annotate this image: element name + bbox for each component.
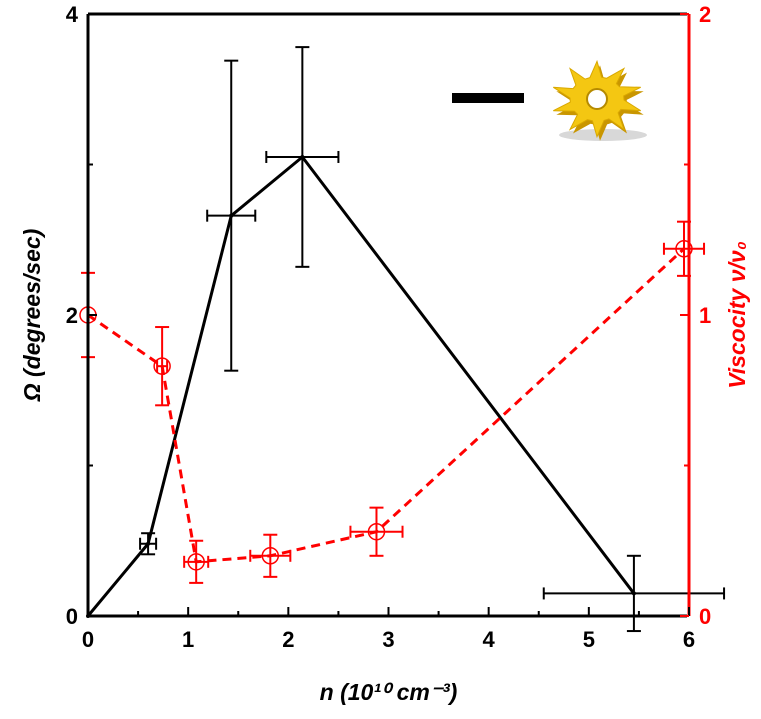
x-tick-label: 2 <box>282 627 294 652</box>
y-left-tick-label: 0 <box>66 604 78 629</box>
x-tick-label: 5 <box>583 627 595 652</box>
viscosity-point <box>367 522 386 541</box>
x-axis-title: n (10¹⁰ cm⁻³) <box>320 679 458 705</box>
x-tick-label: 6 <box>683 627 695 652</box>
viscosity-line <box>87 247 686 564</box>
viscosity-point <box>153 357 171 375</box>
omega-point <box>146 541 151 546</box>
y-right-tick-label: 0 <box>699 604 711 629</box>
viscosity-point <box>675 240 693 258</box>
y-left-tick-label: 4 <box>66 2 79 27</box>
y-right-tick-label: 1 <box>699 303 711 328</box>
x-tick-label: 1 <box>182 627 194 652</box>
y-left-axis-title: Ω (degrees/sec) <box>19 229 45 403</box>
y-right-axis-title: Viscocity ν/ν₀ <box>724 241 750 389</box>
omega-point <box>229 213 234 218</box>
viscosity-point <box>261 547 280 565</box>
y-left-tick-label: 2 <box>66 303 78 328</box>
y-right-tick-label: 2 <box>699 2 711 27</box>
omega-point <box>300 154 305 159</box>
x-tick-label: 0 <box>82 627 94 652</box>
viscosity-point <box>187 553 205 571</box>
omega-point <box>631 591 636 596</box>
gear-sun-icon <box>553 59 647 141</box>
gear-hole <box>586 88 608 110</box>
legend-line-marker <box>452 93 524 103</box>
omega-line <box>86 154 636 617</box>
x-tick-label: 4 <box>483 627 496 652</box>
x-tick-label: 3 <box>382 627 394 652</box>
